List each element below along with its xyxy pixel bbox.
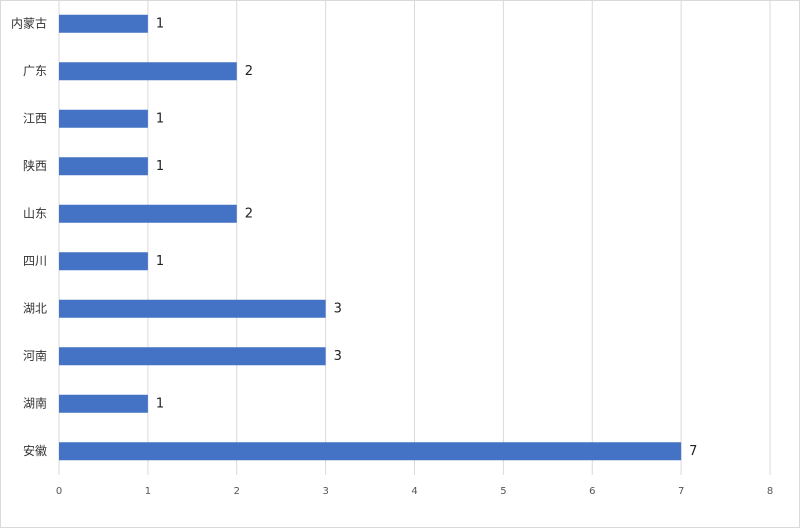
bar [59, 109, 148, 128]
bar [59, 62, 237, 81]
x-tick-label: 6 [589, 486, 595, 497]
x-tick-label: 8 [767, 486, 773, 497]
y-tick-label: 陕西 [23, 158, 47, 173]
data-label: 2 [245, 206, 253, 221]
data-label: 7 [689, 444, 697, 459]
x-tick-label: 2 [234, 486, 240, 497]
y-tick-label: 广东 [23, 64, 47, 78]
data-label: 2 [245, 64, 253, 79]
y-tick-label: 安徽 [23, 443, 47, 458]
x-tick-label: 3 [322, 486, 328, 497]
data-label: 1 [156, 16, 164, 31]
data-label: 1 [156, 159, 164, 174]
bar [59, 14, 148, 33]
data-label: 1 [156, 111, 164, 126]
y-tick-label: 湖南 [23, 395, 47, 410]
y-tick-label: 内蒙古 [11, 15, 47, 30]
y-tick-label: 四川 [23, 254, 47, 268]
y-tick-label: 江西 [23, 111, 47, 125]
data-label: 1 [156, 254, 164, 269]
data-label: 1 [156, 396, 164, 411]
data-label: 3 [334, 301, 342, 316]
bar [59, 204, 237, 223]
bar [59, 157, 148, 176]
bar [59, 252, 148, 271]
y-tick-label: 湖北 [23, 300, 47, 315]
y-tick-label: 山东 [23, 206, 47, 220]
x-tick-label: 5 [500, 486, 506, 497]
y-tick-label: 河南 [23, 348, 47, 363]
bar [59, 347, 326, 366]
bar [59, 442, 682, 461]
x-tick-label: 7 [678, 486, 684, 497]
bar [59, 394, 148, 413]
x-tick-label: 1 [145, 486, 151, 497]
data-label: 3 [334, 349, 342, 364]
x-tick-label: 0 [56, 486, 62, 497]
bar [59, 299, 326, 318]
x-tick-label: 4 [411, 486, 417, 497]
